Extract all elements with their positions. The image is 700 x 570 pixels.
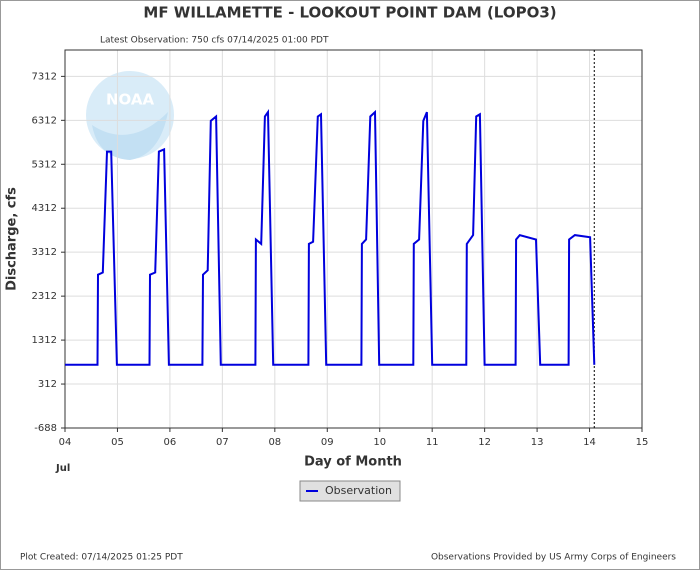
x-tick-label: 05 [111,437,124,448]
legend: Observation [299,480,401,502]
plot-area [64,49,643,429]
y-tick-label: 312 [38,379,57,390]
noaa-logo: NOAA [86,71,174,160]
x-tick-label: 04 [59,437,72,448]
footer-right: Observations Provided by US Army Corps o… [431,553,676,563]
x-tick-label: 14 [583,437,596,448]
x-tick-label: 09 [321,437,334,448]
x-axis-label: Day of Month [304,455,402,470]
x-tick-label: 13 [531,437,544,448]
legend-label: Observation [325,484,392,497]
y-tick-label: -688 [34,423,57,434]
x-tick-label: 08 [268,437,281,448]
y-axis-label: Discharge, cfs [5,187,20,291]
logo-wave [92,112,168,160]
footer-left: Plot Created: 07/14/2025 01:25 PDT [20,553,183,563]
x-tick-label: 12 [478,437,491,448]
data-line [65,109,596,366]
x-tick-label: 06 [164,437,177,448]
y-tick-label: 1312 [32,335,57,346]
x-tick-label: 07 [216,437,229,448]
logo-text: NOAA [106,91,155,109]
chart-subtitle: Latest Observation: 750 cfs 07/14/2025 0… [100,36,329,46]
y-tick-label: 5312 [32,159,57,170]
chart-title: MF WILLAMETTE - LOOKOUT POINT DAM (LOPO3… [143,4,556,22]
x-tick-label: 11 [426,437,439,448]
y-tick-label: 7312 [32,71,57,82]
y-tick-label: 3312 [32,247,57,258]
x-tick-label: 10 [373,437,386,448]
y-tick-label: 6312 [32,115,57,126]
x-axis-sublabel: Jul [55,463,70,474]
legend-box [299,480,401,502]
y-tick-label: 2312 [32,291,57,302]
x-tick-label: 15 [636,437,649,448]
y-tick-label: 4312 [32,203,57,214]
